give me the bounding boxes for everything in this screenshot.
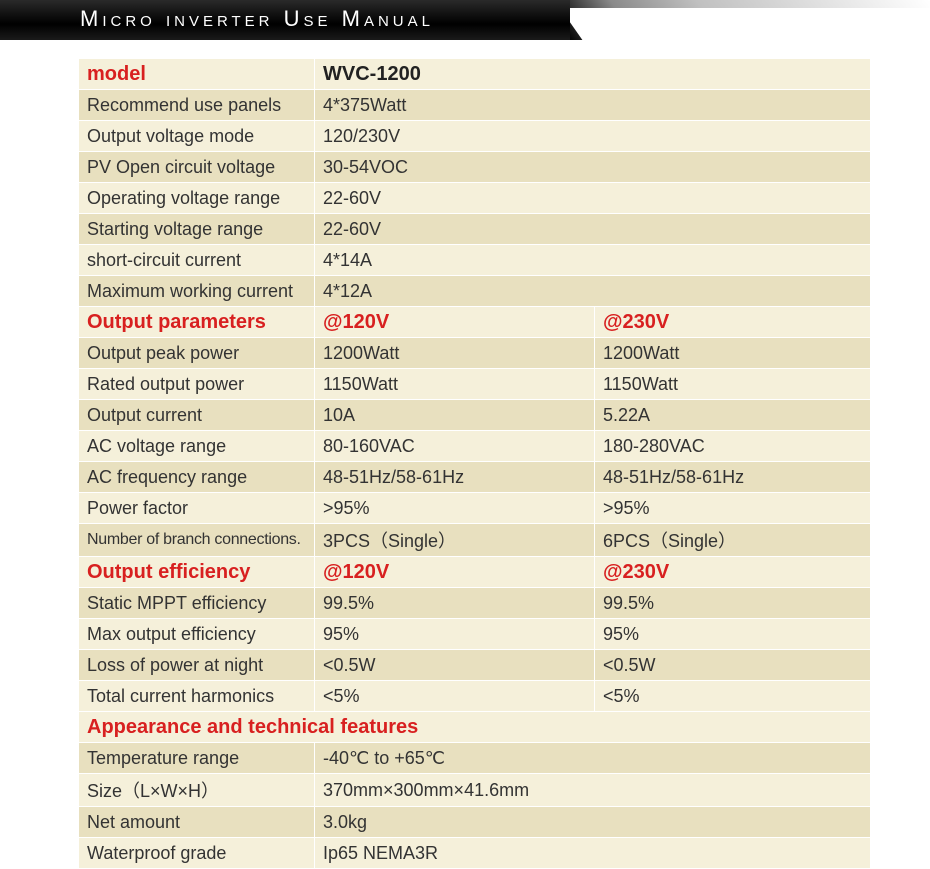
cell: 48-51Hz/58-61Hz bbox=[315, 462, 595, 493]
cell: <5% bbox=[595, 681, 871, 712]
cell: AC voltage range bbox=[79, 431, 315, 462]
cell: 4*12A bbox=[315, 276, 871, 307]
cell: 80-160VAC bbox=[315, 431, 595, 462]
cell: AC frequency range bbox=[79, 462, 315, 493]
section-header-row: modelWVC-1200 bbox=[79, 59, 871, 90]
data-row: Loss of power at night<0.5W<0.5W bbox=[79, 650, 871, 681]
cell: 22-60V bbox=[315, 214, 871, 245]
cell: 370mm×300mm×41.6mm bbox=[315, 774, 871, 807]
cell: <0.5W bbox=[315, 650, 595, 681]
data-row: Operating voltage range22-60V bbox=[79, 183, 871, 214]
data-row: Waterproof gradeIp65 NEMA3R bbox=[79, 838, 871, 869]
cell: WVC-1200 bbox=[315, 59, 871, 90]
data-row: Rated output power1150Watt1150Watt bbox=[79, 369, 871, 400]
cell: Recommend use panels bbox=[79, 90, 315, 121]
cell: 3.0kg bbox=[315, 807, 871, 838]
cell: 48-51Hz/58-61Hz bbox=[595, 462, 871, 493]
cell: Number of branch connections. bbox=[79, 524, 315, 557]
section-header-row: Appearance and technical features bbox=[79, 712, 871, 743]
cell: <0.5W bbox=[595, 650, 871, 681]
cell: 99.5% bbox=[595, 588, 871, 619]
data-row: Number of branch connections.3PCS（Single… bbox=[79, 524, 871, 557]
cell: Max output efficiency bbox=[79, 619, 315, 650]
data-row: Maximum working current4*12A bbox=[79, 276, 871, 307]
cell: 1150Watt bbox=[595, 369, 871, 400]
cell: Static MPPT efficiency bbox=[79, 588, 315, 619]
cell: 5.22A bbox=[595, 400, 871, 431]
cell: 120/230V bbox=[315, 121, 871, 152]
cell: @120V bbox=[315, 557, 595, 588]
cell: 6PCS（Single） bbox=[595, 524, 871, 557]
cell: Total current harmonics bbox=[79, 681, 315, 712]
data-row: Total current harmonics<5%<5% bbox=[79, 681, 871, 712]
spec-table: modelWVC-1200Recommend use panels4*375Wa… bbox=[78, 58, 871, 869]
cell: 99.5% bbox=[315, 588, 595, 619]
data-row: Starting voltage range22-60V bbox=[79, 214, 871, 245]
section-header-row: Output parameters@120V@230V bbox=[79, 307, 871, 338]
cell: Net amount bbox=[79, 807, 315, 838]
cell: Output parameters bbox=[79, 307, 315, 338]
header-gradient-mask bbox=[560, 8, 930, 48]
data-row: AC frequency range48-51Hz/58-61Hz48-51Hz… bbox=[79, 462, 871, 493]
data-row: Net amount3.0kg bbox=[79, 807, 871, 838]
cell: 1150Watt bbox=[315, 369, 595, 400]
cell: @230V bbox=[595, 307, 871, 338]
cell: Output efficiency bbox=[79, 557, 315, 588]
cell: Output peak power bbox=[79, 338, 315, 369]
cell: @120V bbox=[315, 307, 595, 338]
cell: PV Open circuit voltage bbox=[79, 152, 315, 183]
data-row: Temperature range-40℃ to +65℃ bbox=[79, 743, 871, 774]
cell: 22-60V bbox=[315, 183, 871, 214]
cell: short-circuit current bbox=[79, 245, 315, 276]
cell: Starting voltage range bbox=[79, 214, 315, 245]
cell: 95% bbox=[315, 619, 595, 650]
data-row: AC voltage range80-160VAC180-280VAC bbox=[79, 431, 871, 462]
data-row: Power factor>95%>95% bbox=[79, 493, 871, 524]
cell: Size（L×W×H） bbox=[79, 774, 315, 807]
cell: Rated output power bbox=[79, 369, 315, 400]
document-header: Micro inverter Use Manual bbox=[0, 0, 930, 48]
cell: Loss of power at night bbox=[79, 650, 315, 681]
data-row: Output peak power1200Watt1200Watt bbox=[79, 338, 871, 369]
cell: 3PCS（Single） bbox=[315, 524, 595, 557]
cell: Maximum working current bbox=[79, 276, 315, 307]
data-row: Size（L×W×H）370mm×300mm×41.6mm bbox=[79, 774, 871, 807]
cell: @230V bbox=[595, 557, 871, 588]
cell: Waterproof grade bbox=[79, 838, 315, 869]
data-row: short-circuit current4*14A bbox=[79, 245, 871, 276]
cell: 95% bbox=[595, 619, 871, 650]
cell: Temperature range bbox=[79, 743, 315, 774]
cell: model bbox=[79, 59, 315, 90]
cell: 4*375Watt bbox=[315, 90, 871, 121]
spec-table-container: modelWVC-1200Recommend use panels4*375Wa… bbox=[78, 58, 870, 869]
cell: 10A bbox=[315, 400, 595, 431]
cell: Output current bbox=[79, 400, 315, 431]
cell: >95% bbox=[315, 493, 595, 524]
data-row: Static MPPT efficiency99.5%99.5% bbox=[79, 588, 871, 619]
data-row: Output current10A5.22A bbox=[79, 400, 871, 431]
cell: <5% bbox=[315, 681, 595, 712]
cell: -40℃ to +65℃ bbox=[315, 743, 871, 774]
cell: >95% bbox=[595, 493, 871, 524]
data-row: Output voltage mode120/230V bbox=[79, 121, 871, 152]
cell: 1200Watt bbox=[315, 338, 595, 369]
data-row: Max output efficiency95%95% bbox=[79, 619, 871, 650]
cell: 30-54VOC bbox=[315, 152, 871, 183]
cell: Appearance and technical features bbox=[79, 712, 871, 743]
cell: 180-280VAC bbox=[595, 431, 871, 462]
data-row: PV Open circuit voltage30-54VOC bbox=[79, 152, 871, 183]
cell: Power factor bbox=[79, 493, 315, 524]
cell: 4*14A bbox=[315, 245, 871, 276]
data-row: Recommend use panels4*375Watt bbox=[79, 90, 871, 121]
document-title: Micro inverter Use Manual bbox=[80, 6, 434, 32]
section-header-row: Output efficiency@120V@230V bbox=[79, 557, 871, 588]
cell: Operating voltage range bbox=[79, 183, 315, 214]
cell: 1200Watt bbox=[595, 338, 871, 369]
cell: Ip65 NEMA3R bbox=[315, 838, 871, 869]
cell: Output voltage mode bbox=[79, 121, 315, 152]
